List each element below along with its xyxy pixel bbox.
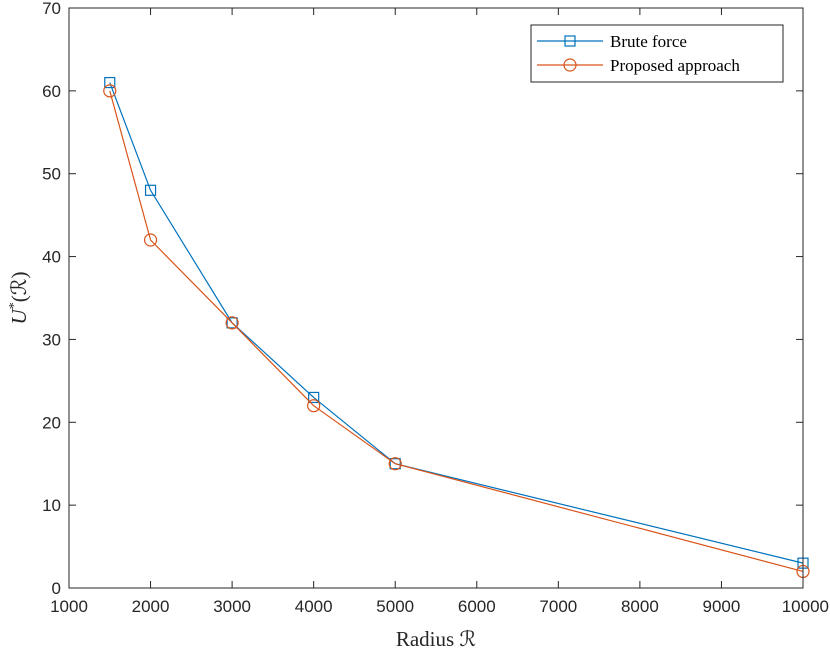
series-line-brute-force [109,82,804,564]
x-axis-label: Radius ℛ [396,627,477,650]
data-point-proposed-approach [143,233,158,247]
data-point-proposed-approach [225,316,239,330]
legend-marker-square [564,35,576,47]
y-tick-label: 20 [42,413,61,432]
data-point-brute-force [308,391,320,404]
y-tick-label: 0 [52,579,61,598]
data-point-proposed-approach [103,84,117,98]
x-tick-label: 6000 [458,597,496,616]
y-axis-label-sup: * [7,302,22,309]
y-tick-label: 30 [42,330,61,349]
data-point-brute-force [389,458,401,470]
y-tick-label: 60 [42,82,61,101]
legend-label-proposed-approach: Proposed approach [610,56,740,75]
x-axis: 1000 2000 3000 4000 5000 6000 7000 8000 9000 1000… [50,8,829,616]
x-tick-label: 4000 [295,597,333,616]
legend-box [530,24,784,83]
x-tick-label: 1000 [50,597,88,616]
data-point-proposed-approach [307,399,321,413]
data-point-proposed-approach [388,457,402,471]
data-point-brute-force [104,76,116,89]
legend: Brute force Proposed approach [530,24,784,83]
x-tick-label: 9000 [703,597,741,616]
y-axis-label-main: U [7,307,31,324]
data-point-brute-force [226,317,238,329]
legend-label-brute-force: Brute force [610,32,687,51]
x-tick-label: 10000 [782,597,829,616]
legend-marker-circle [563,58,577,72]
x-tick-label: 2000 [132,597,170,616]
y-tick-label: 10 [42,496,61,515]
series-line-proposed-approach [109,90,804,573]
data-point-brute-force [144,184,157,196]
y-axis: 0 10 20 30 40 50 60 70 [42,0,803,598]
x-tick-label: 3000 [213,597,251,616]
x-tick-label: 5000 [376,597,414,616]
y-tick-label: 50 [42,165,61,184]
x-tick-label: 8000 [621,597,659,616]
series-layer [103,76,810,579]
y-tick-label: 70 [42,0,61,18]
y-axis-label: U*(ℛ) [7,272,31,325]
plot-area [69,8,803,588]
y-tick-label: 40 [42,248,61,267]
x-tick-label: 7000 [539,597,577,616]
plot-frame [68,7,804,589]
y-axis-label-tail: (ℛ) [7,272,31,303]
